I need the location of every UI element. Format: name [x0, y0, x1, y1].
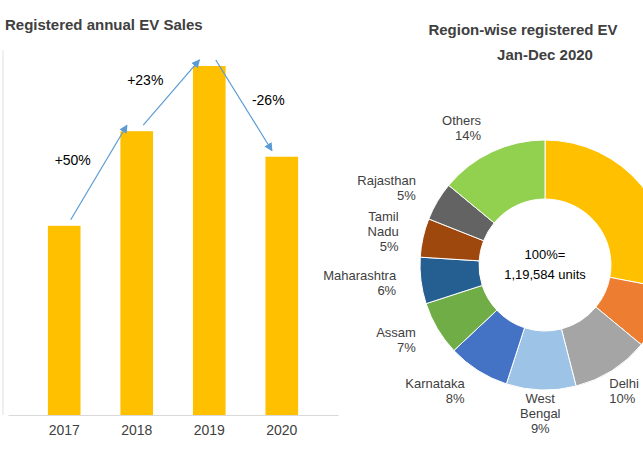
- x-tick: 2017: [49, 415, 80, 438]
- bar-marks: [48, 66, 298, 415]
- donut-slice: [449, 140, 545, 223]
- annotation-arrow: [71, 125, 127, 220]
- slice-label: Maharashtra6%: [323, 268, 397, 298]
- slice-label: Others14%: [442, 113, 482, 143]
- slice-name-line: Delhi: [609, 376, 639, 391]
- x-tick-label: 2017: [49, 422, 80, 438]
- slice-value: 10%: [609, 391, 635, 406]
- slice-value: 9%: [531, 421, 550, 436]
- slice-name-line: Rajasthan: [357, 173, 416, 188]
- slice-label: Karnataka8%: [405, 376, 465, 406]
- slice-value: 6%: [377, 283, 396, 298]
- bar: [48, 226, 81, 415]
- bar: [265, 157, 298, 415]
- slice-name: TamilNadu: [368, 209, 399, 239]
- slice-label: Assam7%: [376, 325, 416, 355]
- chart-subtitle: Jan-Dec 2020: [497, 46, 593, 63]
- slice-value: 5%: [380, 239, 399, 254]
- slice-name: Rajasthan: [357, 173, 416, 188]
- slice-value: 5%: [397, 188, 416, 203]
- slice-value: 14%: [455, 128, 481, 143]
- slice-name-line: Bengal: [520, 406, 561, 421]
- center-text: 100%= 1,19,584 units: [504, 247, 586, 282]
- slice-name-line: Nadu: [368, 224, 399, 239]
- data-labels: Delhi10% WestBengal9% Karnataka8% Assam7% Ma…: [323, 113, 639, 436]
- bar: [120, 131, 153, 415]
- slice-name-line: Karnataka: [405, 376, 465, 391]
- x-tick: 2018: [121, 415, 152, 438]
- x-tick: 2020: [266, 415, 297, 438]
- slice-name: Maharashtra: [323, 268, 397, 283]
- chart-title: Registered annual EV Sales: [5, 16, 203, 33]
- donut-marks: [420, 140, 643, 390]
- slice-name-line: Maharashtra: [323, 268, 397, 283]
- slice-name: Assam: [376, 325, 416, 340]
- center-label: 1,19,584 units: [504, 267, 586, 282]
- slice-name-line: Others: [442, 113, 482, 128]
- slice-label: TamilNadu5%: [368, 209, 400, 254]
- center-label: 100%=: [525, 247, 566, 262]
- slice-value: 8%: [446, 391, 465, 406]
- x-axis: 2017 2018 2019 2020: [9, 415, 339, 438]
- annotation-label: -26%: [252, 92, 285, 108]
- x-tick: 2019: [194, 415, 225, 438]
- x-tick-label: 2020: [266, 422, 297, 438]
- slice-value: 7%: [397, 340, 416, 355]
- annotation-label: +23%: [127, 72, 163, 88]
- slice-name-line: Tamil: [368, 209, 398, 224]
- donut-slice: [420, 257, 482, 303]
- annotation-arrow: [143, 60, 199, 125]
- bar-chart: Registered annual EV Sales20172018201920…: [3, 16, 339, 438]
- x-tick-label: 2018: [121, 422, 152, 438]
- slice-name: Delhi: [609, 376, 639, 391]
- chart-title: Region-wise registered EV: [428, 21, 617, 38]
- chart-canvas: Registered annual EV Sales20172018201920…: [0, 0, 643, 451]
- y-axis-line: [3, 50, 4, 415]
- x-axis-line: [9, 415, 339, 416]
- slice-name: Others: [442, 113, 482, 128]
- slice-name-line: Assam: [376, 325, 416, 340]
- bar: [193, 66, 226, 415]
- x-tick-label: 2019: [194, 422, 225, 438]
- slice-label: Delhi10%: [609, 376, 639, 406]
- slice-name: Karnataka: [405, 376, 465, 391]
- donut-chart: Region-wise registered EV Jan-Dec 2020 100…: [323, 21, 643, 436]
- slice-name-line: West: [526, 391, 556, 406]
- annotation-label: +50%: [55, 152, 91, 168]
- slice-label: WestBengal9%: [520, 391, 561, 436]
- annotations: +50% +23% -26%: [55, 60, 285, 220]
- slice-name: WestBengal: [520, 391, 561, 421]
- slice-label: Rajasthan5%: [357, 173, 416, 203]
